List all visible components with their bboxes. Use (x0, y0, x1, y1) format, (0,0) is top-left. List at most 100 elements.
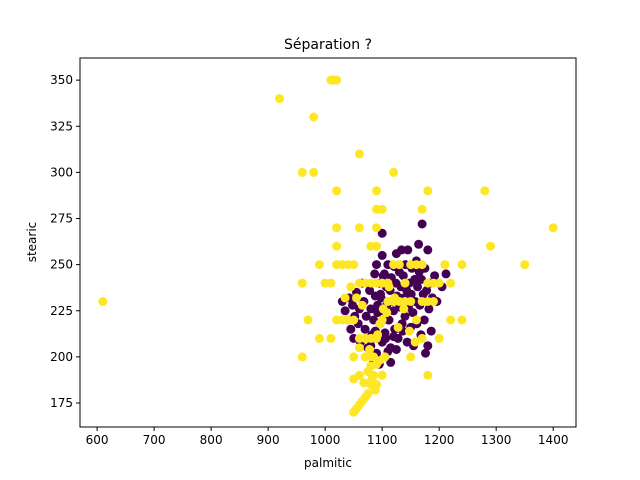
scatter-point-class_1-58 (349, 315, 359, 325)
scatter-point-class_1-15 (377, 204, 387, 214)
scatter-point-class_1-116 (352, 293, 361, 303)
scatter-point-class_1-10 (332, 186, 342, 196)
scatter-point-class_1-52 (303, 315, 313, 325)
scatter-point-class_1-47 (440, 260, 450, 270)
scatter-point-class_1-8 (354, 149, 364, 159)
scatter-point-class_1-2 (309, 112, 319, 122)
x-tick-label-2: 800 (200, 433, 223, 447)
scatter-point-class_1-7 (329, 75, 339, 85)
scatter-point-class_0-52 (397, 245, 406, 255)
scatter-point-class_1-25 (297, 278, 307, 288)
y-tick-label-1: 200 (50, 350, 73, 364)
y-axis-ticks: 175 200 225 250 275 300 325 350 (50, 73, 80, 410)
scatter-point-class_1-72 (429, 297, 438, 306)
scatter-point-class_1-19 (372, 223, 381, 233)
chart-title: Séparation ? (284, 37, 372, 53)
scatter-point-class_0-106 (378, 271, 388, 281)
scatter-point-class_1-49 (457, 260, 467, 270)
scatter-point-class_1-68 (406, 297, 416, 306)
scatter-point-class_1-74 (446, 315, 456, 325)
scatter-point-class_0-93 (441, 269, 451, 279)
scatter-point-class_1-40 (400, 278, 410, 288)
x-tick-label-7: 1300 (481, 433, 512, 447)
scatter-point-class_1-115 (346, 282, 356, 292)
scatter-point-class_0-1 (340, 306, 350, 316)
scatter-point-class_1-24 (366, 241, 376, 251)
y-tick-label-3: 250 (50, 258, 73, 272)
x-axis-ticks: 600 700 800 900 1000 1100 1200 1300 1400 (86, 427, 569, 447)
x-tick-label-1: 700 (143, 433, 166, 447)
scatter-point-class_1-104 (373, 330, 383, 340)
scatter-point-class_0-85 (423, 341, 433, 351)
scatter-point-class_1-77 (349, 352, 359, 362)
x-tick-label-0: 600 (86, 433, 109, 447)
scatter-point-class_1-101 (370, 385, 380, 395)
points-layer (98, 75, 558, 417)
scatter-point-class_1-93 (423, 370, 433, 380)
scatter-point-class_1-97 (372, 359, 381, 369)
scatter-point-class_0-86 (424, 304, 434, 314)
scatter-point-class_0-83 (422, 286, 432, 295)
scatter-point-class_1-18 (354, 223, 364, 233)
scatter-point-class_1-46 (434, 278, 444, 288)
scatter-point-class_0-56 (400, 311, 410, 321)
x-axis-label: palmitic (304, 456, 352, 470)
scatter-point-class_1-23 (332, 241, 342, 251)
scatter-point-class_0-78 (417, 219, 427, 229)
scatter-point-class_0-84 (423, 245, 433, 255)
y-tick-label-0: 175 (50, 396, 73, 410)
scatter-point-class_1-54 (326, 333, 336, 343)
scatter-point-class_1-11 (372, 186, 381, 196)
scatter-point-class_0-101 (389, 332, 399, 342)
scatter-point-class_0-80 (419, 315, 429, 325)
scatter-point-class_1-76 (297, 352, 307, 362)
scatter-point-class_1-3 (297, 167, 307, 177)
scatter-point-class_0-60 (403, 245, 413, 255)
y-axis-label: stearic (25, 222, 39, 263)
scatter-point-class_1-107 (390, 293, 400, 303)
scatter-point-class_1-98 (366, 352, 376, 362)
scatter-point-class_0-23 (372, 260, 381, 270)
scatter-point-class_1-119 (417, 333, 427, 343)
scatter-point-class_1-73 (434, 333, 444, 343)
scatter-point-class_0-68 (410, 274, 420, 284)
scatter-point-class_1-13 (480, 186, 490, 196)
x-tick-label-4: 1000 (310, 433, 341, 447)
scatter-point-class_0-18 (366, 304, 376, 314)
x-tick-label-6: 1200 (424, 433, 455, 447)
scatter-point-class_1-113 (410, 337, 420, 347)
scatter-point-class_0-66 (408, 308, 418, 318)
scatter-point-class_1-69 (411, 315, 421, 325)
scatter-point-class_1-111 (399, 304, 409, 314)
scatter-point-class_1-26 (314, 260, 324, 270)
scatter-point-class_0-90 (430, 271, 440, 281)
scatter-point-class_0-17 (365, 286, 375, 295)
scatter-point-class_1-51 (320, 278, 330, 288)
x-tick-label-8: 1400 (538, 433, 569, 447)
scatter-point-class_1-118 (406, 352, 416, 362)
x-tick-label-3: 900 (257, 433, 280, 447)
scatter-point-class_1-50 (520, 260, 530, 270)
scatter-point-class_1-103 (365, 345, 375, 354)
scatter-point-class_1-20 (548, 223, 558, 233)
y-tick-label-5: 300 (50, 165, 73, 179)
scatter-point-class_1-106 (384, 282, 394, 292)
scatter-point-class_0-5 (348, 300, 357, 310)
scatter-point-class_0-54 (398, 271, 408, 281)
scatter-point-class_1-112 (405, 326, 414, 336)
scatter-point-class_1-39 (394, 260, 404, 270)
scatter-point-class_1-0 (98, 297, 108, 306)
scatter-point-class_0-107 (381, 333, 391, 343)
scatter-point-class_1-75 (457, 315, 467, 325)
scatter-point-class_1-114 (340, 293, 350, 303)
plot-area-frame (79, 57, 577, 428)
scatter-point-class_1-108 (375, 319, 385, 329)
scatter-point-class_1-92 (380, 352, 390, 362)
scatter-point-class_1-16 (417, 204, 427, 214)
scatter-point-class_0-14 (360, 324, 370, 334)
scatter-point-class_0-105 (376, 289, 385, 299)
scatter-point-class_1-31 (349, 260, 359, 270)
scatter-point-class_0-100 (386, 357, 396, 367)
scatter-point-class_1-17 (332, 223, 342, 233)
